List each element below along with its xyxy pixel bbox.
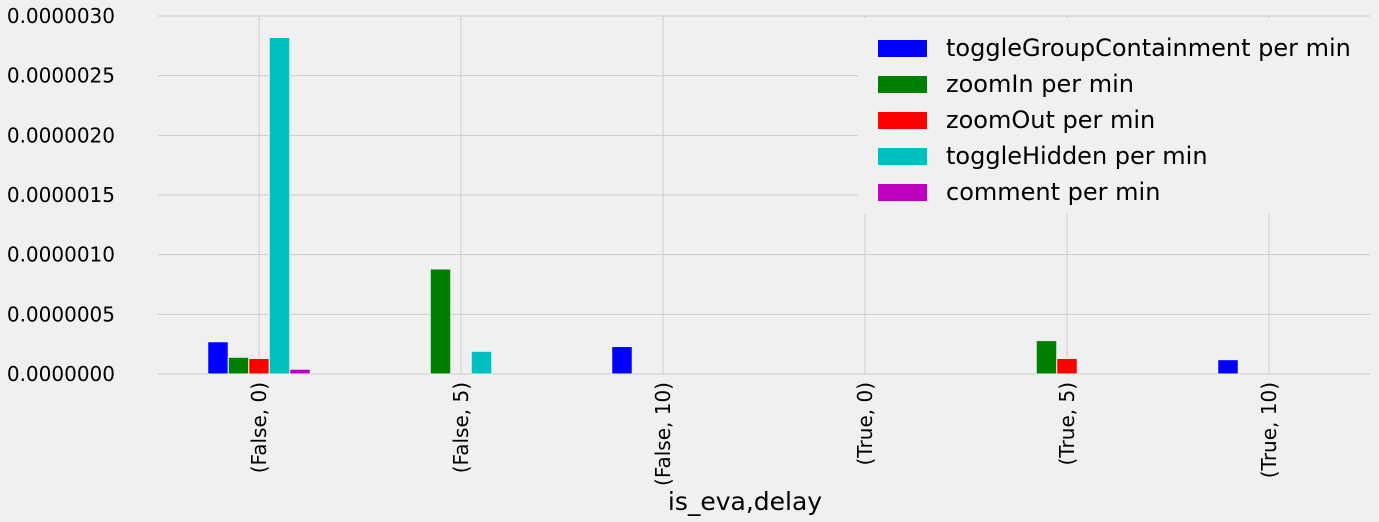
bar: [289, 368, 311, 375]
y-tick-labels: 0.0000000 0.0000005 0.0000010 0.0000015 0.00…: [7, 4, 115, 386]
legend-label: zoomIn per min: [946, 70, 1134, 98]
y-tick-label: 0.0000030: [7, 4, 115, 28]
bar: [429, 268, 452, 375]
legend-box: [858, 18, 1370, 214]
x-tick-label: (False, 0): [247, 382, 271, 473]
legend-swatch: [878, 76, 927, 93]
x-tick-labels: (False, 0) (False, 5) (False, 10) (True, 0)…: [247, 382, 1281, 486]
y-tick-label: 0.0000025: [7, 64, 115, 88]
legend-swatch: [878, 148, 927, 165]
bars: [207, 36, 1239, 375]
x-tick-label: (True, 0): [853, 382, 877, 466]
x-tick-label: (False, 10): [651, 382, 675, 486]
legend-label: comment per min: [946, 178, 1160, 206]
bar: [207, 341, 229, 375]
legend-swatch: [878, 184, 927, 201]
bar: [248, 357, 270, 375]
x-tick-label: (False, 5): [449, 382, 473, 473]
legend-label: toggleGroupContainment per min: [946, 34, 1351, 62]
legend-label: toggleHidden per min: [946, 142, 1208, 170]
bar: [1056, 357, 1078, 375]
x-axis-title: is_eva,delay: [668, 487, 822, 516]
bar: [1217, 359, 1239, 375]
x-tick-label: (True, 5): [1055, 382, 1079, 466]
y-tick-label: 0.0000020: [7, 123, 115, 147]
bar: [268, 36, 291, 375]
bar: [227, 356, 250, 375]
y-tick-label: 0.0000005: [7, 302, 115, 326]
legend-label: zoomOut per min: [946, 106, 1155, 134]
legend-swatch: [878, 40, 927, 57]
bar: [1035, 340, 1058, 375]
legend-swatch: [878, 112, 927, 129]
bar: [611, 346, 633, 375]
x-tick-label: (True, 10): [1257, 382, 1281, 478]
y-tick-label: 0.0000010: [7, 243, 115, 267]
y-tick-label: 0.0000015: [7, 183, 115, 207]
y-tick-label: 0.0000000: [7, 362, 115, 386]
bar: [470, 350, 493, 375]
legend: toggleGroupContainment per min zoomIn per…: [858, 18, 1370, 214]
